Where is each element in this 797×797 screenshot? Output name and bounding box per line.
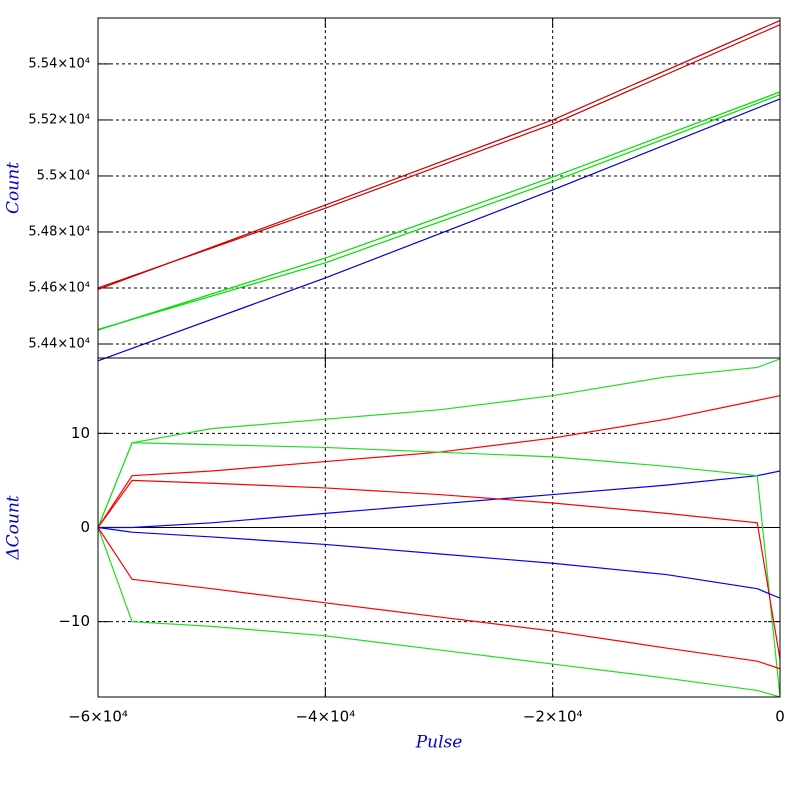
data-line bbox=[97, 19, 781, 290]
data-line bbox=[97, 358, 781, 528]
data-line bbox=[97, 94, 781, 331]
data-line bbox=[97, 526, 781, 599]
y-tick-label: −10 bbox=[58, 612, 90, 630]
data-line bbox=[97, 479, 781, 660]
plot-frame bbox=[97, 357, 781, 698]
y-tick-label: 5.46×10⁴ bbox=[28, 280, 90, 295]
x-tick-label: −2×10⁴ bbox=[523, 708, 583, 726]
data-line bbox=[97, 527, 781, 698]
data-line bbox=[97, 527, 781, 670]
x-axis-label: Pulse bbox=[415, 733, 463, 753]
data-line bbox=[97, 395, 781, 528]
x-tick-label: −6×10⁴ bbox=[68, 708, 128, 726]
y-tick-label: 0 bbox=[80, 518, 90, 536]
x-tick-label: −4×10⁴ bbox=[295, 708, 355, 726]
data-line bbox=[97, 442, 781, 698]
y-axis-label: ΔCount bbox=[4, 495, 24, 560]
x-tick-label: 0 bbox=[775, 708, 785, 726]
data-line bbox=[97, 91, 781, 331]
y-tick-label: 5.54×10⁴ bbox=[28, 56, 90, 71]
y-tick-label: 10 bbox=[71, 424, 90, 442]
y-axis-label: Count bbox=[4, 162, 24, 214]
data-line bbox=[98, 470, 781, 529]
y-tick-label: 5.52×10⁴ bbox=[28, 112, 90, 127]
data-line bbox=[97, 24, 781, 289]
y-tick-label: 5.44×10⁴ bbox=[28, 336, 90, 351]
y-tick-label: 5.5×10⁴ bbox=[37, 168, 90, 183]
data-line bbox=[97, 98, 781, 362]
y-tick-label: 5.48×10⁴ bbox=[28, 224, 90, 239]
